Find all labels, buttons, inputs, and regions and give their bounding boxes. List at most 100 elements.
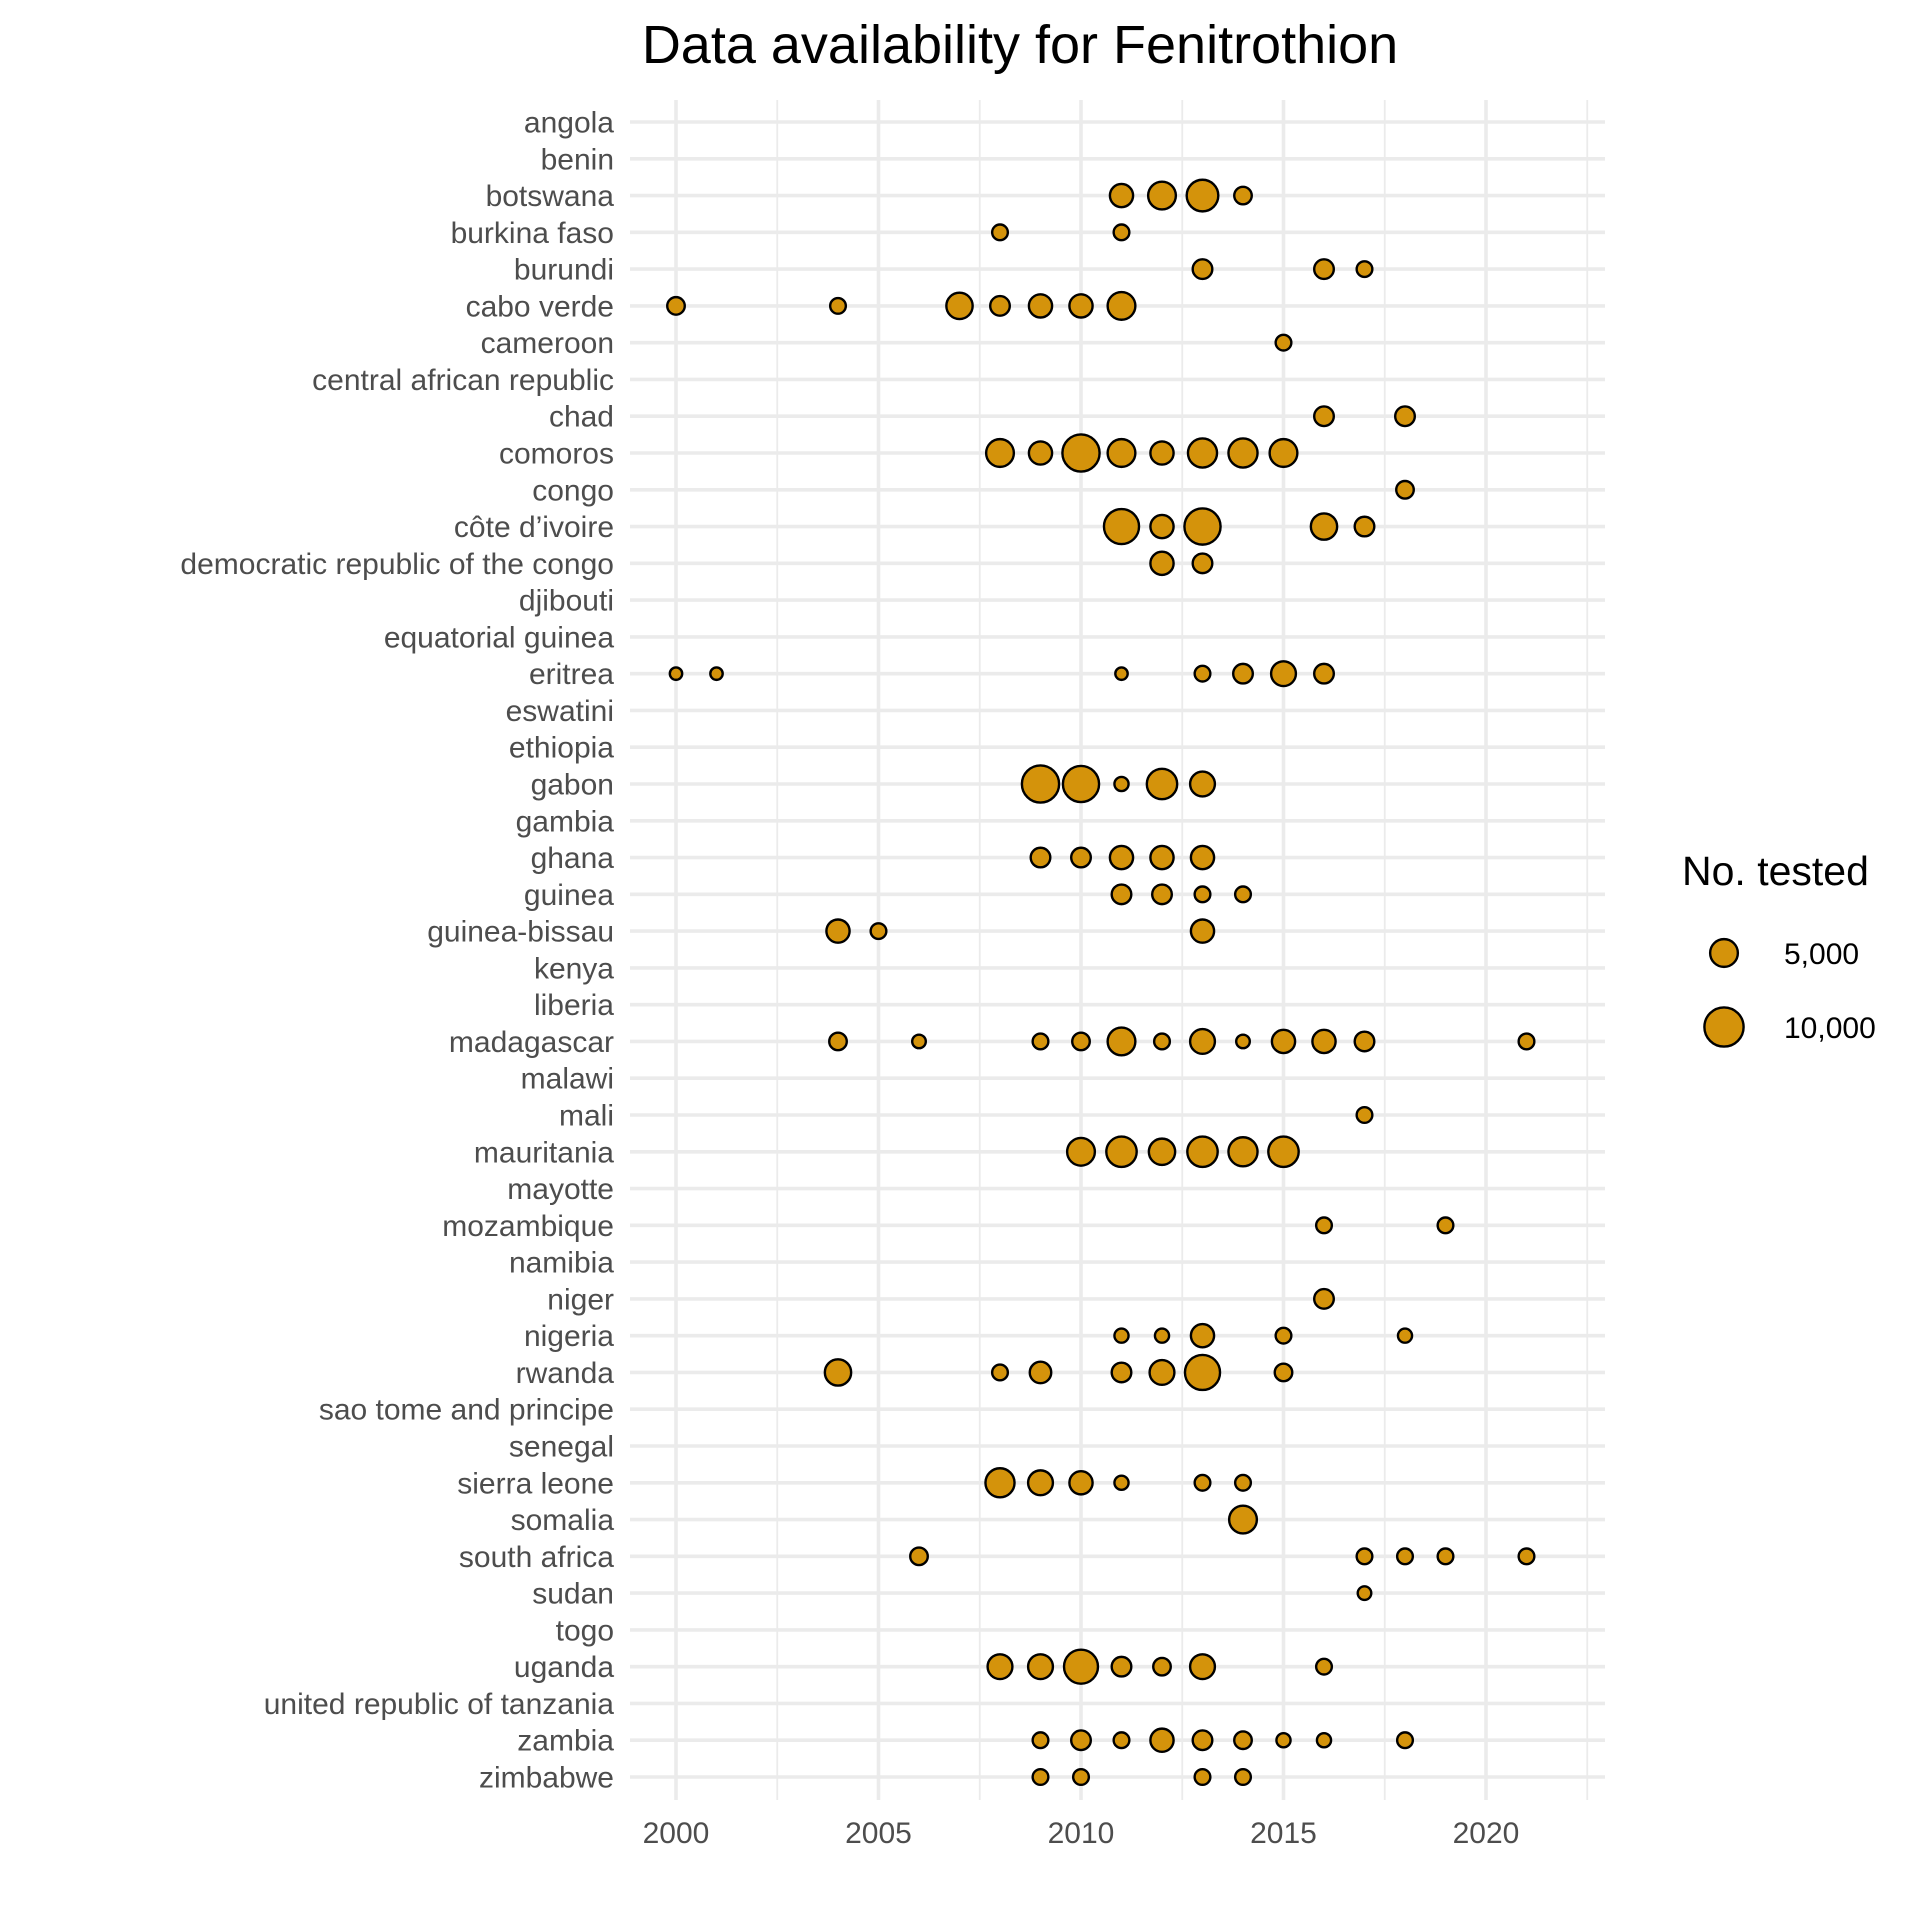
y-tick-label-chad: chad <box>549 401 614 434</box>
point-madagascar-2015 <box>1270 1028 1297 1055</box>
legend-label-5-000: 5,000 <box>1784 938 1859 971</box>
point-ghana-2013 <box>1189 844 1216 871</box>
point-comoros-2010 <box>1061 433 1101 473</box>
point-ghana-2012 <box>1149 844 1175 871</box>
size-legend: No. tested 5,000 10,000 <box>1682 848 1876 1048</box>
point-mauritania-2010 <box>1065 1136 1097 1167</box>
point-mali-2017 <box>1355 1105 1374 1125</box>
point-sierra-leone-2014 <box>1233 1473 1253 1492</box>
point-uganda-2016 <box>1314 1657 1334 1676</box>
point-comoros-2008 <box>984 437 1016 469</box>
point-guinea-bissau-2005 <box>869 922 888 941</box>
x-tick-label: 2005 <box>845 1817 912 1850</box>
x-tick-label: 2020 <box>1453 1817 1520 1850</box>
legend-title: No. tested <box>1682 848 1869 894</box>
point-rwanda-2015 <box>1273 1362 1294 1383</box>
point-zimbabwe-2014 <box>1233 1767 1253 1787</box>
point-nigeria-2015 <box>1274 1326 1293 1345</box>
point-ghana-2009 <box>1029 846 1052 869</box>
y-tick-label-somalia: somalia <box>511 1504 615 1537</box>
point-eritrea-2013 <box>1193 664 1212 683</box>
x-tick-label: 2010 <box>1048 1817 1115 1850</box>
point-gabon-2012 <box>1145 767 1179 801</box>
y-tick-label-zambia: zambia <box>517 1725 614 1758</box>
point-comoros-2012 <box>1149 440 1175 466</box>
y-tick-label-madagascar: madagascar <box>449 1026 614 1059</box>
point-burundi-2013 <box>1191 258 1214 281</box>
point-rwanda-2008 <box>990 1363 1010 1382</box>
y-tick-label-united-republic-of-tanzania: united republic of tanzania <box>264 1688 615 1721</box>
point-cabo-verde-2009 <box>1027 293 1054 319</box>
point-mauritania-2013 <box>1186 1135 1219 1169</box>
point-rwanda-2012 <box>1148 1358 1176 1387</box>
point-uganda-2010 <box>1062 1648 1100 1685</box>
legend-label-10-000: 10,000 <box>1784 1012 1876 1045</box>
point-mozambique-2019 <box>1436 1216 1455 1235</box>
y-tick-label-burkina-faso: burkina faso <box>451 217 614 250</box>
y-tick-label-cameroon: cameroon <box>481 327 614 360</box>
point-botswana-2011 <box>1108 182 1135 209</box>
point-chad-2016 <box>1312 405 1336 428</box>
point-mauritania-2015 <box>1267 1135 1300 1169</box>
point-guinea-2012 <box>1150 883 1174 906</box>
y-tick-label-niger: niger <box>547 1283 614 1316</box>
point-rwanda-2013 <box>1183 1353 1222 1392</box>
y-tick-label-ethiopia: ethiopia <box>509 732 614 765</box>
y-tick-label-ghana: ghana <box>531 842 615 875</box>
y-tick-label-sudan: sudan <box>532 1578 614 1611</box>
point-ghana-2010 <box>1069 846 1093 869</box>
point-democratic-republic-of-the-congo-2012 <box>1149 550 1175 577</box>
point-botswana-2013 <box>1185 178 1220 213</box>
point-rwanda-2004 <box>823 1358 853 1387</box>
point-cabo-verde-2007 <box>945 291 974 321</box>
point-rwanda-2011 <box>1110 1361 1133 1384</box>
point-nigeria-2013 <box>1189 1322 1216 1349</box>
point-mozambique-2016 <box>1314 1216 1334 1235</box>
y-tick-label-comoros: comoros <box>499 438 614 471</box>
point-zambia-2016 <box>1315 1731 1333 1749</box>
point-eritrea-2015 <box>1269 660 1298 688</box>
point-madagascar-2021 <box>1517 1032 1536 1051</box>
y-tick-label-nigeria: nigeria <box>524 1320 614 1353</box>
y-tick-label-kenya: kenya <box>534 952 614 985</box>
legend-key-10-000 <box>1703 1006 1745 1048</box>
point-mauritania-2011 <box>1105 1135 1138 1169</box>
grid <box>630 100 1605 1800</box>
point-madagascar-2009 <box>1031 1032 1050 1051</box>
y-tick-label-gabon: gabon <box>531 769 614 802</box>
y-tick-label-equatorial-guinea: equatorial guinea <box>384 621 615 654</box>
y-tick-label-togo: togo <box>556 1614 614 1647</box>
y-tick-label-south-africa: south africa <box>459 1541 614 1574</box>
data-points <box>666 178 1536 1787</box>
point-somalia-2014 <box>1227 1504 1259 1535</box>
point-madagascar-2014 <box>1235 1033 1251 1050</box>
y-tick-label-namibia: namibia <box>509 1247 614 1280</box>
point-guinea-bissau-2004 <box>825 918 851 944</box>
point-south-africa-2006 <box>909 1546 929 1567</box>
point-eritrea-2011 <box>1114 666 1129 682</box>
point-mauritania-2012 <box>1147 1137 1177 1167</box>
point-madagascar-2006 <box>911 1033 927 1050</box>
point-cameroon-2015 <box>1274 333 1293 352</box>
y-tick-label-gambia: gambia <box>516 805 615 838</box>
legend-entries: 5,000 10,000 <box>1703 937 1876 1048</box>
x-tick-label: 2000 <box>643 1817 710 1850</box>
point-zambia-2009 <box>1031 1731 1050 1750</box>
y-tick-label-sierra-leone: sierra leone <box>457 1467 614 1500</box>
point-cote-d-ivoire-2013 <box>1183 507 1222 546</box>
point-guinea-2013 <box>1193 885 1212 904</box>
point-south-africa-2018 <box>1395 1547 1415 1566</box>
point-madagascar-2016 <box>1311 1028 1337 1055</box>
point-madagascar-2012 <box>1152 1032 1172 1051</box>
y-tick-label-mayotte: mayotte <box>507 1173 614 1206</box>
point-madagascar-2017 <box>1353 1030 1376 1053</box>
y-tick-label-guinea: guinea <box>524 879 614 912</box>
point-mauritania-2014 <box>1227 1136 1259 1168</box>
y-tick-label-angola: angola <box>524 107 614 140</box>
point-uganda-2013 <box>1188 1653 1217 1681</box>
point-sierra-leone-2013 <box>1193 1473 1212 1492</box>
point-cabo-verde-2004 <box>828 296 848 315</box>
point-south-africa-2019 <box>1436 1547 1455 1566</box>
point-congo-2018 <box>1395 479 1415 500</box>
